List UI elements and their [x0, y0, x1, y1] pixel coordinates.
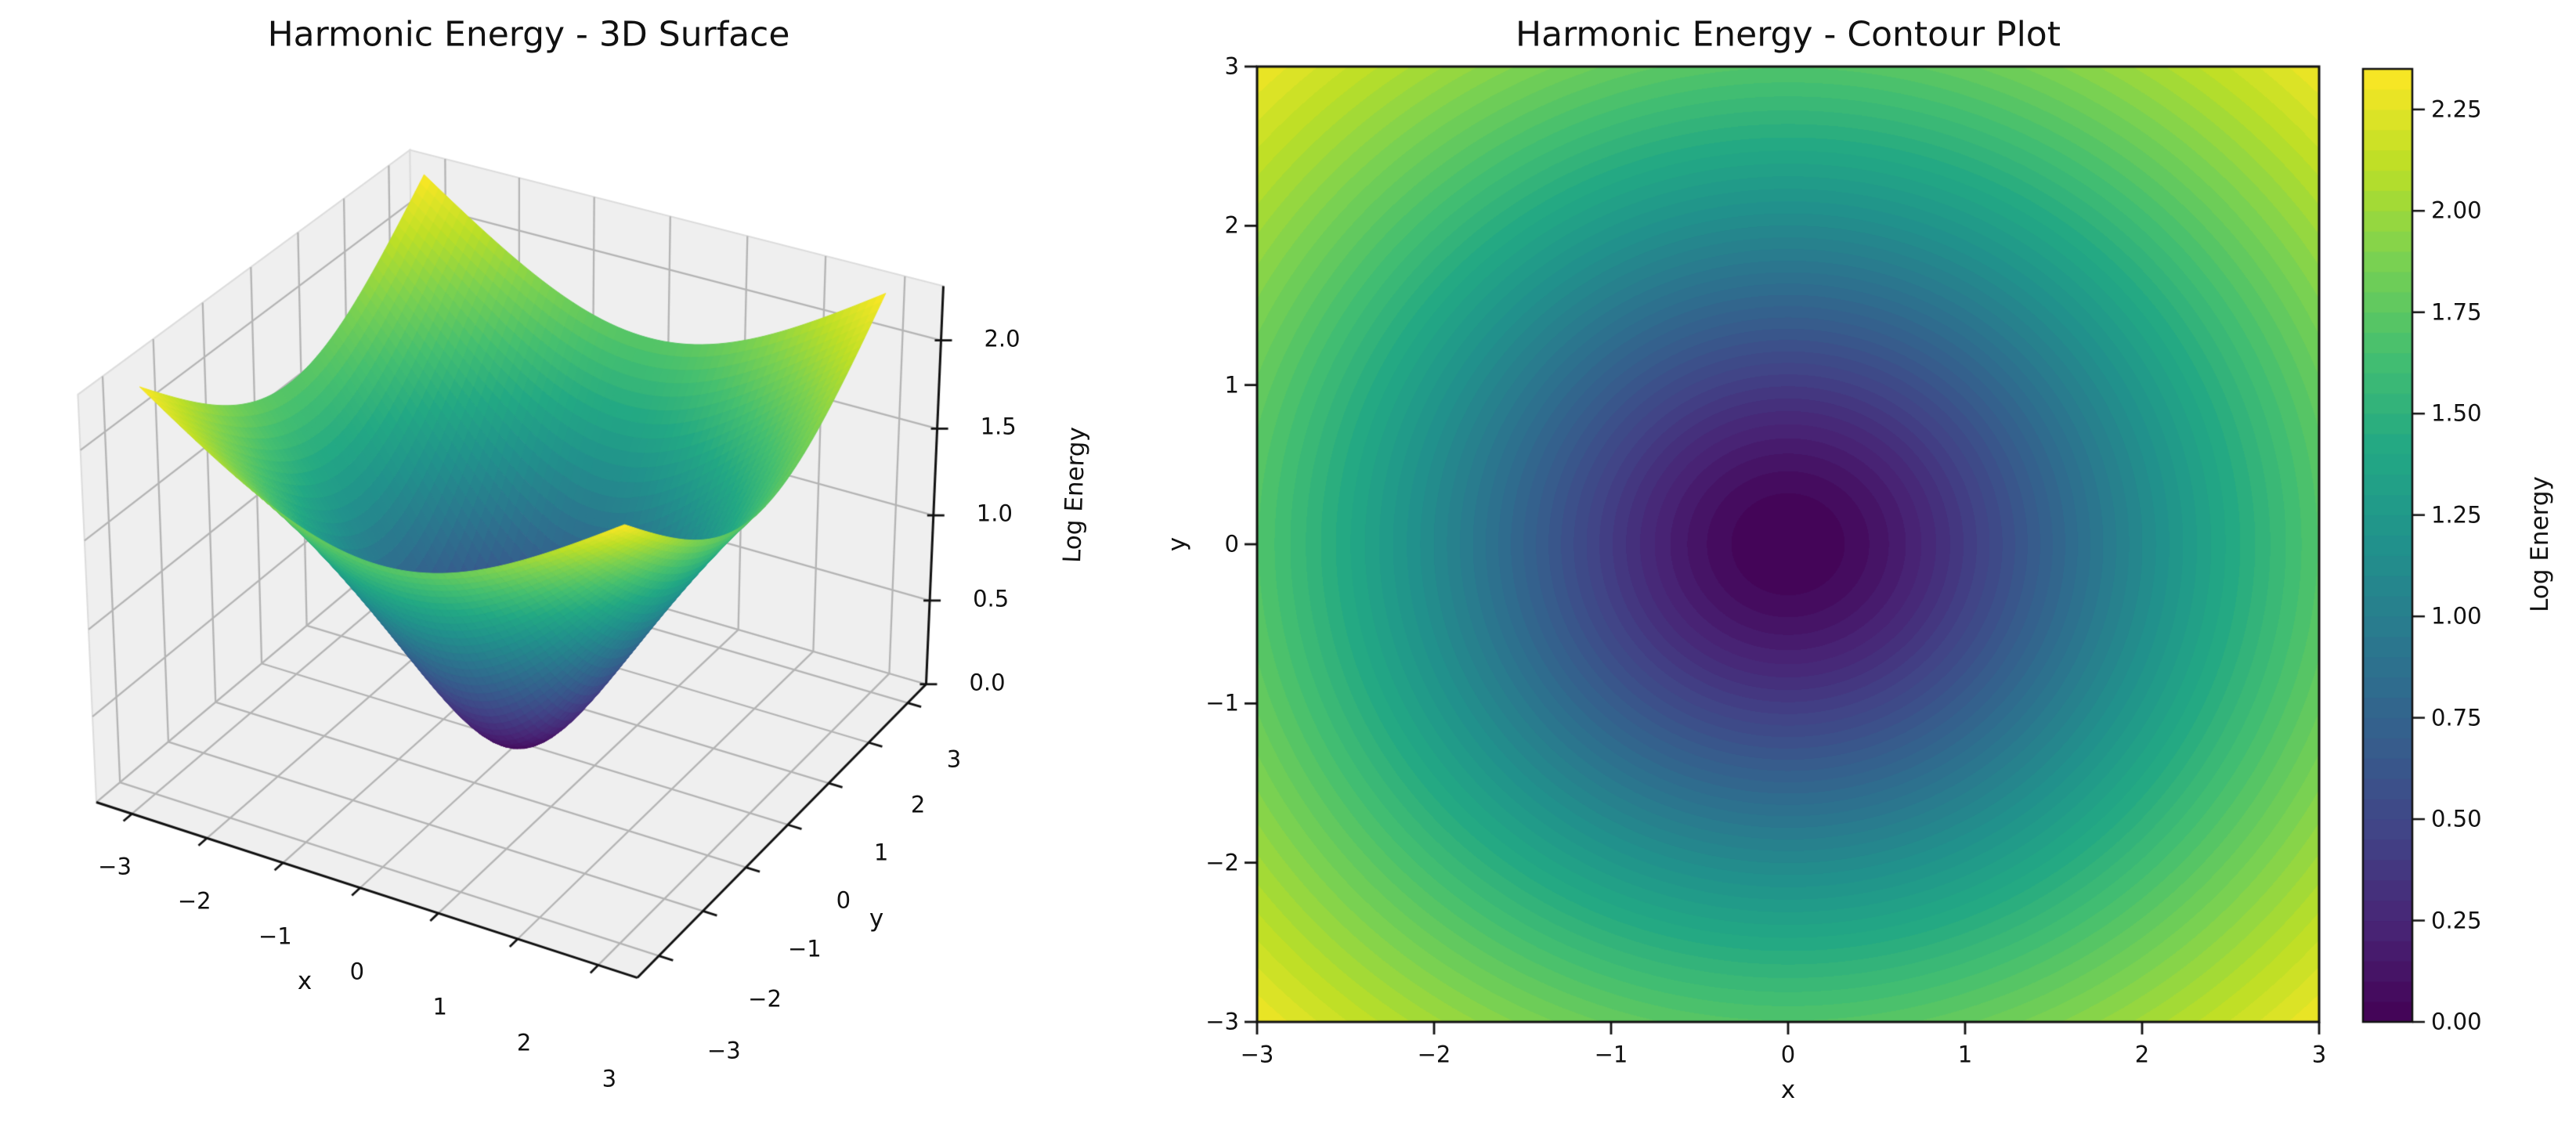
surface-plot-title: Harmonic Energy - 3D Surface — [267, 14, 790, 55]
contour-x-tick-label: 0 — [1780, 1041, 1796, 1068]
contour-y-tick-label: −2 — [1205, 849, 1239, 876]
colorbar-label: Log Energy — [2526, 476, 2554, 612]
surface-x-tick-label: 2 — [516, 1029, 532, 1056]
surface-ylabel: y — [869, 904, 884, 933]
colorbar-tick-label: 0.25 — [2431, 907, 2482, 934]
surface-z-tick-label: 0.0 — [969, 669, 1006, 696]
surface-x-tick-label: −3 — [98, 853, 132, 880]
contour-y-tick-label: 0 — [1224, 530, 1239, 558]
contour-y-tick-label: −1 — [1205, 689, 1239, 717]
contour-y-tick-label: 2 — [1224, 211, 1239, 239]
colorbar-tick-label: 2.00 — [2431, 197, 2482, 224]
contour-x-tick-label: −3 — [1240, 1041, 1274, 1068]
colorbar-tick-label: 0.50 — [2431, 805, 2482, 832]
contour-y-tick-label: −3 — [1205, 1008, 1239, 1035]
contour-x-tick-label: −2 — [1417, 1041, 1451, 1068]
surface-y-tick-label: 1 — [873, 839, 889, 865]
surface-z-tick-label: 1.0 — [976, 500, 1013, 527]
surface-y-tick-label: −2 — [748, 985, 782, 1013]
surface-y-tick-label: 2 — [910, 791, 926, 818]
colorbar-tick-label: 1.00 — [2431, 602, 2482, 630]
colorbar-tick-label: 1.50 — [2431, 399, 2482, 427]
surface-y-tick-label: −1 — [788, 935, 822, 962]
colorbar-tick-label: 1.25 — [2431, 501, 2482, 529]
contour-x-tick-label: 2 — [2134, 1041, 2150, 1068]
contour-plot-title: Harmonic Energy - Contour Plot — [1516, 14, 2061, 55]
surface-y-tick-label: 3 — [946, 745, 962, 773]
contour-x-tick-label: 3 — [2311, 1041, 2327, 1068]
surface-zlabel: Log Energy — [1057, 426, 1092, 564]
surface-z-tick-label: 2.0 — [984, 325, 1021, 352]
contour-x-tick-label: −1 — [1594, 1041, 1628, 1068]
surface-z-tick-label: 1.5 — [980, 413, 1017, 440]
contour-xlabel: x — [1780, 1076, 1796, 1104]
contour-ylabel: y — [1163, 536, 1191, 552]
surface-x-tick-label: −1 — [258, 922, 292, 950]
colorbar-tick-label: 0.00 — [2431, 1008, 2482, 1035]
surface-x-tick-label: 0 — [349, 958, 365, 985]
surface-y-tick-label: 0 — [836, 886, 851, 914]
surface-z-tick-label: 0.5 — [973, 585, 1010, 612]
surface-y-tick-label: −3 — [706, 1037, 741, 1064]
surface-x-tick-label: 3 — [602, 1065, 617, 1092]
surface-xlabel: x — [297, 967, 313, 995]
surface-x-tick-label: 1 — [432, 993, 447, 1020]
contour-y-tick-label: 1 — [1224, 371, 1239, 399]
contour-y-tick-label: 3 — [1224, 52, 1239, 80]
colorbar-tick-label: 0.75 — [2431, 704, 2482, 731]
colorbar-tick-label: 1.75 — [2431, 298, 2482, 326]
surface-x-tick-label: −2 — [177, 887, 211, 915]
colorbar-tick-label: 2.25 — [2431, 96, 2482, 123]
contour-x-tick-label: 1 — [1957, 1041, 1973, 1068]
